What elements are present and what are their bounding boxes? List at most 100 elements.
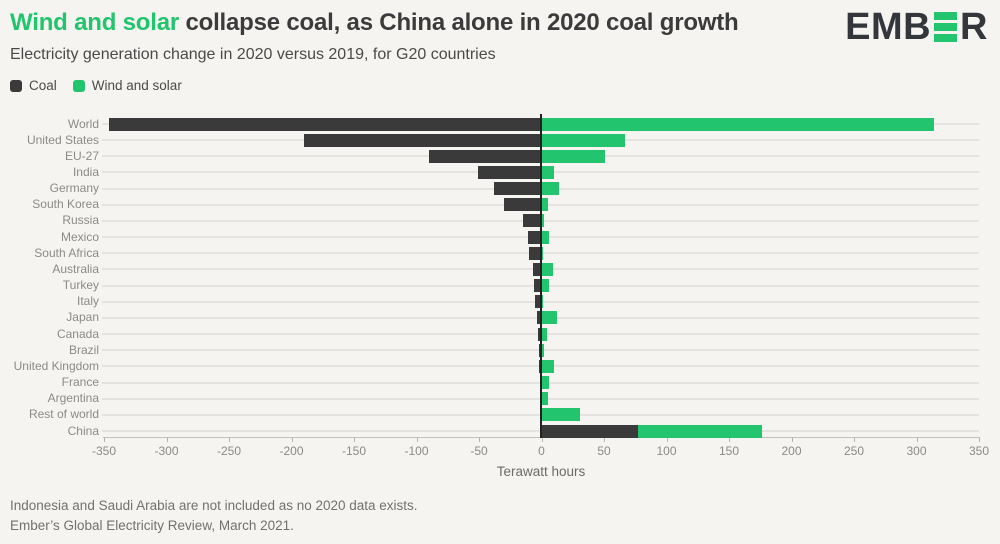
wind-solar-bar (541, 392, 548, 406)
x-axis-tick-label: -100 (404, 444, 429, 458)
x-axis-tick-label: 200 (781, 444, 802, 458)
x-axis-tick-label: 150 (718, 444, 740, 458)
y-axis-label: India (72, 164, 99, 179)
wind-solar-bar (541, 262, 553, 276)
x-axis-tick (791, 437, 793, 442)
logo-bar (934, 12, 958, 20)
footer-notes: Indonesia and Saudi Arabia are not inclu… (10, 496, 418, 536)
legend-item: Coal (10, 78, 57, 93)
logo-bar (934, 34, 958, 42)
wind-solar-bar (541, 279, 549, 293)
x-axis-tick-label: 0 (538, 444, 545, 458)
y-axis-label: Turkey (62, 278, 99, 293)
y-axis-label: Rest of world (28, 407, 99, 422)
coal-bar (541, 424, 638, 438)
zero-baseline (540, 114, 542, 438)
y-axis-label: Brazil (68, 342, 99, 357)
x-axis-tick (541, 437, 543, 442)
wind-solar-bar (541, 327, 547, 341)
wind-solar-bar (541, 376, 549, 390)
y-axis-label: World (67, 116, 99, 131)
y-axis-label: South Korea (32, 197, 99, 212)
coal-bar (429, 149, 542, 163)
logo-text-right: R (960, 6, 988, 48)
x-axis-tick (354, 437, 355, 442)
footer-note-line2: Ember’s Global Electricity Review, March… (10, 518, 294, 533)
coal-bar (522, 214, 542, 228)
x-axis-tick-label: 350 (968, 444, 990, 458)
chart-subtitle: Electricity generation change in 2020 ve… (10, 46, 496, 63)
y-axis-label: France (61, 375, 99, 390)
coal-bar (494, 182, 542, 196)
wind-solar-bar (541, 343, 544, 357)
x-axis-tick (854, 437, 855, 442)
page-title: Wind and solar collapse coal, as China a… (10, 9, 739, 37)
y-axis-label: Argentina (47, 391, 99, 406)
wind-solar-bar (541, 408, 581, 422)
legend-item: Wind and solar (72, 78, 182, 93)
y-axis-label: Russia (62, 213, 99, 228)
legend-swatch-icon (72, 79, 85, 92)
x-axis-tick (479, 437, 480, 442)
wind-solar-bar (541, 214, 544, 228)
y-axis-label: Canada (56, 326, 99, 341)
coal-bar (304, 133, 542, 147)
wind-solar-bar (541, 165, 554, 179)
x-axis-tick-label: 100 (656, 444, 677, 458)
x-axis-tick (291, 437, 293, 442)
coal-bar (534, 279, 542, 293)
y-axis-label: Australia (52, 261, 99, 276)
wind-solar-bar (637, 424, 762, 438)
x-axis-tick (979, 437, 980, 442)
wind-solar-bar (541, 311, 557, 325)
title-highlight: Wind and solar (10, 9, 179, 36)
y-axis-label: China (67, 423, 99, 438)
x-axis-tick-label: -300 (154, 444, 179, 458)
coal-bar (529, 246, 542, 260)
x-axis-tick-label: -50 (470, 444, 488, 458)
x-axis-tick-label: -150 (341, 444, 367, 458)
coal-bar (535, 295, 542, 309)
x-axis-tick (916, 437, 918, 442)
coal-bar (477, 165, 542, 179)
wind-solar-bar (541, 198, 548, 212)
wind-solar-bar (541, 117, 934, 131)
legend-label: Wind and solar (91, 78, 182, 93)
y-axis-label: Germany (49, 181, 99, 196)
legend-swatch-icon (10, 79, 22, 92)
x-axis-tick-label: -200 (279, 444, 304, 458)
logo-bar (934, 23, 958, 31)
logo-green-e-icon (934, 12, 958, 42)
x-axis-tick (229, 437, 230, 442)
y-axis-label: Mexico (60, 229, 99, 244)
x-axis-tick (666, 437, 668, 442)
wind-solar-bar (541, 230, 549, 244)
ember-logo: EMB R (845, 8, 988, 46)
x-axis-tick-label: -350 (91, 444, 117, 458)
y-axis-label: United States (26, 132, 99, 147)
coal-bar (536, 311, 542, 325)
y-axis-label: Japan (66, 310, 99, 325)
x-axis-tick-label: -250 (216, 444, 242, 458)
coal-bar (504, 198, 542, 212)
title-rest: collapse coal, as China alone in 2020 co… (179, 9, 739, 36)
coal-bar (537, 327, 542, 341)
coal-bar (532, 262, 542, 276)
footer-note-line1: Indonesia and Saudi Arabia are not inclu… (10, 498, 418, 513)
y-axis-label: United Kingdom (13, 358, 99, 373)
x-axis-title: Terawatt hours (496, 464, 586, 479)
x-axis-tick (166, 437, 168, 442)
logo-text-left: EMB (845, 6, 932, 48)
x-axis-tick-label: 300 (906, 444, 927, 458)
wind-solar-bar (541, 133, 626, 147)
x-axis-tick (416, 437, 418, 442)
x-axis-tick (729, 437, 730, 442)
x-axis-tick (104, 437, 105, 442)
y-axis-label: Italy (76, 294, 99, 309)
x-axis-tick (604, 437, 605, 442)
x-axis-tick-label: 50 (597, 444, 611, 458)
x-axis-tick-label: 250 (843, 444, 865, 458)
legend-label: Coal (29, 78, 57, 93)
